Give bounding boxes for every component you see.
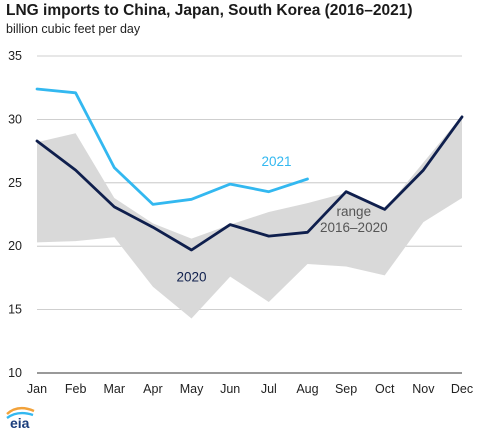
x-tick-label: Mar <box>104 382 126 396</box>
x-tick-labels: Jan Feb Mar Apr May Jun Jul Aug Sep Oct Nov Dec <box>27 382 473 396</box>
y-tick-label: 30 <box>8 112 22 126</box>
y-axis-unit-label: billion cubic feet per day <box>6 22 141 36</box>
x-tick-label: Dec <box>451 382 473 396</box>
x-tick-label: May <box>180 382 204 396</box>
y-tick-label: 15 <box>8 303 22 317</box>
x-tick-label: Oct <box>375 382 395 396</box>
y-tick-labels: 10 15 20 25 30 35 <box>8 49 22 380</box>
y-tick-label: 10 <box>8 366 22 380</box>
chart-title: LNG imports to China, Japan, South Korea… <box>6 2 413 19</box>
series-line-2021 <box>35 87 309 206</box>
range-band-label: range <box>337 204 372 219</box>
range-band-label: 2016–2020 <box>320 220 388 235</box>
x-tick-label: Aug <box>296 382 318 396</box>
x-tick-label: Jun <box>220 382 240 396</box>
x-tick-label: Apr <box>143 382 162 396</box>
range-band-layer <box>37 115 462 319</box>
svg-text:eia: eia <box>10 415 30 430</box>
x-tick-label: Feb <box>65 382 87 396</box>
x-tick-label: Jul <box>261 382 277 396</box>
x-tick-label: Nov <box>412 382 435 396</box>
series-label-2020: 2020 <box>177 270 207 285</box>
y-tick-label: 35 <box>8 49 22 63</box>
series-line-2020 <box>35 115 464 252</box>
x-tick-label: Sep <box>335 382 357 396</box>
y-tick-label: 20 <box>8 239 22 253</box>
x-tick-label: Jan <box>27 382 47 396</box>
y-tick-label: 25 <box>8 176 22 190</box>
series-label-2021: 2021 <box>262 154 292 169</box>
series-lines <box>35 87 464 252</box>
range-band-2016-2020 <box>37 115 462 319</box>
